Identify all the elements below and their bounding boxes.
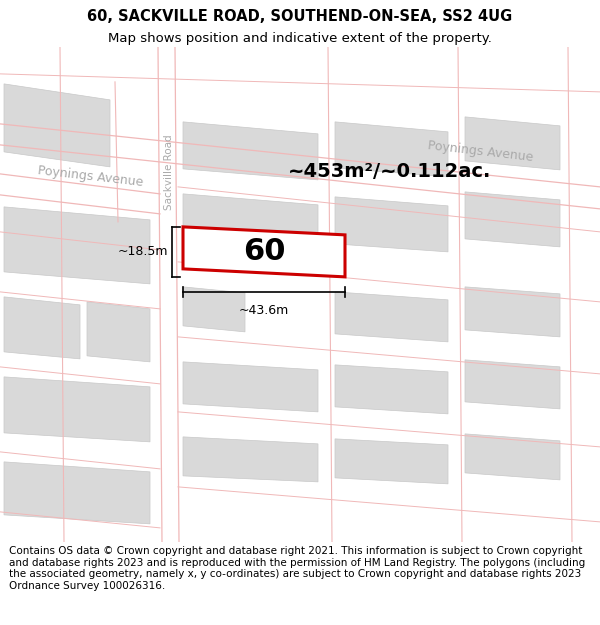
Polygon shape <box>335 292 448 342</box>
Polygon shape <box>465 434 560 480</box>
Polygon shape <box>87 302 150 362</box>
Text: ~43.6m: ~43.6m <box>239 304 289 317</box>
Polygon shape <box>4 84 110 167</box>
Text: Poynings Avenue: Poynings Avenue <box>427 139 533 164</box>
Polygon shape <box>4 207 150 284</box>
Polygon shape <box>335 197 448 252</box>
Text: ~18.5m: ~18.5m <box>118 246 168 258</box>
Polygon shape <box>183 437 318 482</box>
Polygon shape <box>4 297 80 359</box>
Text: 60, SACKVILLE ROAD, SOUTHEND-ON-SEA, SS2 4UG: 60, SACKVILLE ROAD, SOUTHEND-ON-SEA, SS2… <box>88 9 512 24</box>
Polygon shape <box>335 122 448 177</box>
Polygon shape <box>183 227 345 277</box>
Polygon shape <box>4 462 150 524</box>
Polygon shape <box>335 439 448 484</box>
Text: Sackville Road: Sackville Road <box>164 134 174 210</box>
Polygon shape <box>465 192 560 247</box>
Text: Contains OS data © Crown copyright and database right 2021. This information is : Contains OS data © Crown copyright and d… <box>9 546 585 591</box>
Polygon shape <box>183 194 318 252</box>
Text: Map shows position and indicative extent of the property.: Map shows position and indicative extent… <box>108 32 492 46</box>
Polygon shape <box>183 122 318 180</box>
Polygon shape <box>465 117 560 170</box>
Polygon shape <box>183 362 318 412</box>
Polygon shape <box>465 287 560 337</box>
Polygon shape <box>183 287 245 332</box>
Text: ~453m²/~0.112ac.: ~453m²/~0.112ac. <box>289 162 491 181</box>
Text: 60: 60 <box>243 238 285 266</box>
Text: Poynings Avenue: Poynings Avenue <box>37 164 143 189</box>
Polygon shape <box>4 377 150 442</box>
Polygon shape <box>335 365 448 414</box>
Polygon shape <box>465 360 560 409</box>
